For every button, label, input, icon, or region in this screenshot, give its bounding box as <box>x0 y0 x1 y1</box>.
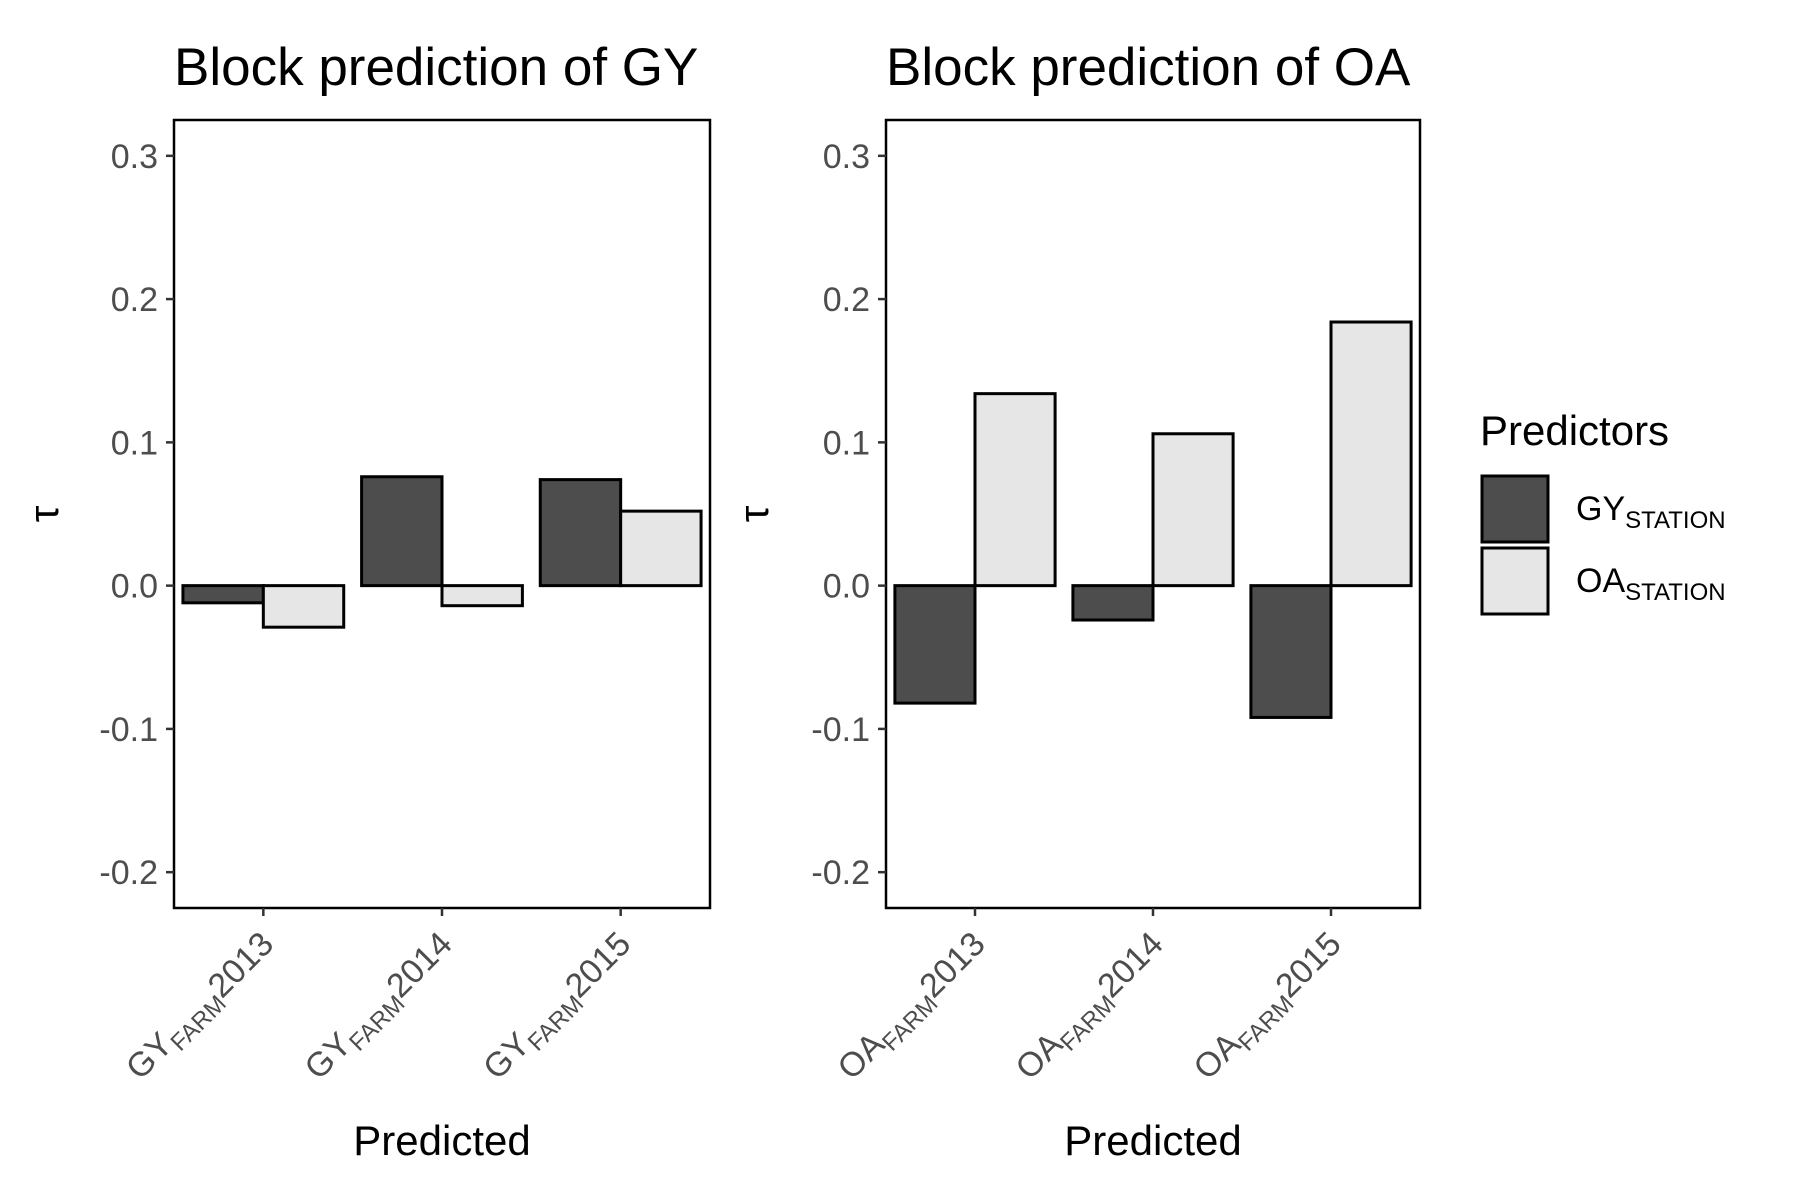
x-axis-label-oa: Predicted <box>1064 1117 1241 1164</box>
y-tick-label: -0.2 <box>99 854 158 892</box>
chart-panel-gy: Block prediction of GY -0.2 -0.1 0.0 0.1 0.2 0… <box>20 38 712 1164</box>
x-axis-label-gy: Predicted <box>353 1117 530 1164</box>
bar-gy-2014-gy-station <box>360 475 444 588</box>
y-axis-label-gy: τ <box>20 505 67 522</box>
bar-oa-2014-gy-station <box>1071 584 1155 622</box>
legend-title: Predictors <box>1480 407 1669 454</box>
bar-gy-2015-gy-station <box>538 478 623 588</box>
x-tick-label-oa-2015: OAFARM2015 <box>1186 925 1352 1091</box>
x-tick-label-oa-2014: OAFARM2014 <box>1008 925 1174 1091</box>
x-tick-label-oa-2013: OAFARM2013 <box>830 925 996 1091</box>
legend-swatch-gy-station <box>1480 474 1550 544</box>
bar-gy-2013-gy-station <box>181 584 265 605</box>
bar-gy-2014-oa-station <box>440 584 524 608</box>
legend-label-gy-station: GYSTATION <box>1576 490 1726 534</box>
chart-panel-oa: Block prediction of OA -0.2 -0.1 0.0 0.1 0.2 0… <box>730 38 1422 1164</box>
legend-label-gy-station-main: GY <box>1576 490 1625 528</box>
legend-label-oa-station: OASTATION <box>1576 562 1726 606</box>
y-tick-label: 0.3 <box>111 138 158 176</box>
legend: Predictors GYSTATION OASTATION <box>1480 407 1726 616</box>
bar-gy-2015-oa-station <box>619 509 703 588</box>
x-tick-label-gy-2015: GYFARM2015 <box>476 925 642 1091</box>
legend-label-gy-station-sub: STATION <box>1625 507 1725 534</box>
y-tick-label: 0.2 <box>823 281 870 319</box>
y-tick-label: 0.1 <box>823 424 870 462</box>
bar-oa-2014-oa-station <box>1151 432 1235 588</box>
chart-title-gy: Block prediction of GY <box>174 38 698 97</box>
bar-oa-2015-gy-station <box>1249 584 1333 719</box>
y-tick-label: 0.0 <box>823 568 870 606</box>
chart-title-oa: Block prediction of OA <box>886 38 1411 97</box>
bar-gy-2013-oa-station <box>261 584 346 629</box>
bar-oa-2013-oa-station <box>973 392 1057 588</box>
x-tick-label-gy-2014: GYFARM2014 <box>297 925 463 1091</box>
bar-oa-2013-gy-station <box>893 584 977 705</box>
y-tick-label: 0.0 <box>111 568 158 606</box>
bar-oa-2015-oa-station <box>1329 320 1413 588</box>
y-tick-label: -0.1 <box>811 711 870 749</box>
y-tick-label: -0.1 <box>99 711 158 749</box>
y-axis-label-oa: τ <box>730 505 777 522</box>
legend-swatch-oa-station <box>1480 546 1550 616</box>
y-tick-label: -0.2 <box>811 854 870 892</box>
legend-label-oa-station-main: OA <box>1576 562 1625 600</box>
x-tick-label-gy-2013: GYFARM2013 <box>119 925 285 1091</box>
legend-label-oa-station-sub: STATION <box>1625 579 1725 606</box>
y-tick-label: 0.1 <box>111 424 158 462</box>
y-tick-label: 0.3 <box>823 138 870 176</box>
y-tick-label: 0.2 <box>111 281 158 319</box>
